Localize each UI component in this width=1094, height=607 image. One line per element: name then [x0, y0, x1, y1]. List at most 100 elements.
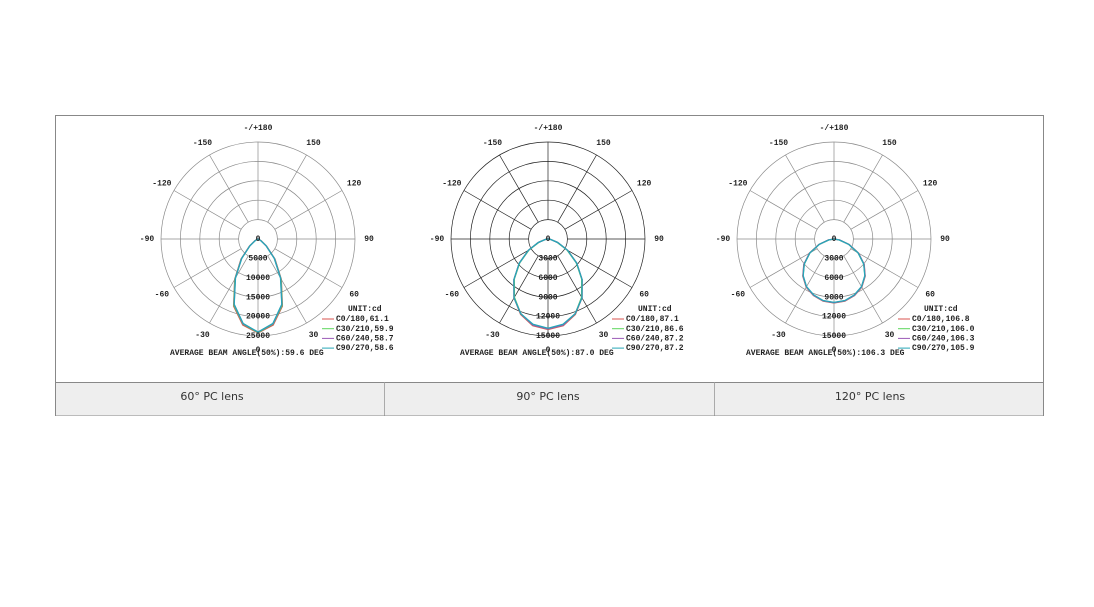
legend-label: C60/240,106.3 — [912, 335, 975, 344]
legend-label: C60/240,58.7 — [336, 335, 394, 344]
angle-label: 0 — [832, 346, 837, 355]
grid-spoke — [564, 248, 633, 288]
caption: 120° PC lens — [835, 390, 906, 403]
angle-label: -90 — [716, 235, 731, 244]
angle-label: -60 — [445, 291, 460, 300]
r-tick-label: 10000 — [246, 274, 270, 283]
angle-label: -150 — [769, 139, 788, 148]
grid-spoke — [785, 255, 825, 324]
grid-spoke — [499, 255, 539, 324]
r-tick-label: 6000 — [538, 274, 557, 283]
r-tick-label: 12000 — [536, 313, 560, 322]
angle-label: -150 — [193, 139, 212, 148]
angle-label: 60 — [349, 291, 359, 300]
angle-label: 90 — [654, 235, 664, 244]
legend-label: C30/210,106.0 — [912, 325, 975, 334]
intensity-curve — [802, 238, 835, 304]
r-tick-label: 25000 — [246, 332, 270, 341]
angle-label: -/+180 — [820, 124, 849, 133]
unit-label: UNIT:cd — [348, 305, 382, 314]
r-tick-label: 15000 — [246, 293, 270, 302]
angle-label: -120 — [442, 180, 461, 189]
angle-label: 150 — [882, 139, 897, 148]
r-tick-label: 20000 — [246, 313, 270, 322]
angle-label: 90 — [364, 235, 374, 244]
grid-spoke — [850, 190, 919, 230]
grid-spoke — [274, 248, 343, 288]
unit-label: UNIT:cd — [924, 305, 958, 314]
beam-angle: AVERAGE BEAM ANGLE(50%):106.3 DEG — [746, 349, 905, 358]
grid-spoke — [749, 248, 818, 288]
angle-label: 30 — [885, 331, 895, 340]
angle-label: -30 — [485, 331, 500, 340]
angle-label: 120 — [637, 180, 652, 189]
r-tick-label: 9000 — [538, 293, 557, 302]
grid-spoke — [267, 154, 307, 223]
grid-spoke — [173, 190, 242, 230]
intensity-curve — [513, 238, 549, 329]
caption: 90° PC lens — [516, 390, 580, 403]
r-tick-label: 9000 — [824, 293, 843, 302]
legend-label: C0/180,106.8 — [912, 315, 970, 324]
r-tick-label: 15000 — [822, 332, 846, 341]
legend-label: C90/270,58.6 — [336, 344, 394, 353]
angle-label: 150 — [306, 139, 321, 148]
intensity-curve — [257, 238, 283, 333]
legend-label: C30/210,59.9 — [336, 325, 394, 334]
intensity-curve — [547, 238, 583, 329]
angle-label: -30 — [771, 331, 786, 340]
angle-label: 90 — [940, 235, 950, 244]
r-tick-label: 15000 — [536, 332, 560, 341]
grid-spoke — [499, 154, 539, 223]
grid-spoke — [209, 255, 249, 324]
angle-label: -90 — [140, 235, 155, 244]
angle-label: -60 — [731, 291, 746, 300]
caption-row — [56, 382, 1043, 416]
r-tick-label: 6000 — [824, 274, 843, 283]
beam-angle: AVERAGE BEAM ANGLE(50%):59.6 DEG — [170, 349, 324, 358]
legend-label: C60/240,87.2 — [626, 335, 684, 344]
beam-angle: AVERAGE BEAM ANGLE(50%):87.0 DEG — [460, 349, 614, 358]
angle-label: -120 — [728, 180, 747, 189]
intensity-curve — [233, 238, 259, 333]
r-tick-label: 0 — [546, 235, 551, 244]
grid-spoke — [173, 248, 242, 288]
r-tick-label: 5000 — [248, 255, 267, 264]
grid-spoke — [557, 255, 597, 324]
grid-spoke — [785, 154, 825, 223]
angle-label: 150 — [596, 139, 611, 148]
unit-label: UNIT:cd — [638, 305, 672, 314]
angle-label: 30 — [599, 331, 609, 340]
r-tick-label: 0 — [256, 235, 261, 244]
grid-spoke — [463, 248, 532, 288]
legend-label: C90/270,105.9 — [912, 344, 975, 353]
angle-label: -120 — [152, 180, 171, 189]
r-tick-label: 3000 — [538, 255, 557, 264]
grid-spoke — [749, 190, 818, 230]
grid-spoke — [564, 190, 633, 230]
legend-label: C30/210,86.6 — [626, 325, 684, 334]
legend-label: C0/180,87.1 — [626, 315, 679, 324]
angle-label: -60 — [155, 291, 170, 300]
grid-spoke — [274, 190, 343, 230]
grid-spoke — [843, 154, 883, 223]
table-border — [55, 115, 1044, 416]
grid-spoke — [209, 154, 249, 223]
angle-label: 30 — [309, 331, 319, 340]
angle-label: 0 — [546, 346, 551, 355]
angle-label: -/+180 — [534, 124, 563, 133]
caption: 60° PC lens — [180, 390, 244, 403]
angle-label: -/+180 — [244, 124, 273, 133]
r-tick-label: 0 — [832, 235, 837, 244]
legend-label: C0/180,61.1 — [336, 315, 389, 324]
intensity-curve — [833, 238, 866, 304]
angle-label: 60 — [925, 291, 935, 300]
angle-label: -30 — [195, 331, 210, 340]
angle-label: 0 — [256, 346, 261, 355]
angle-label: -150 — [483, 139, 502, 148]
angle-label: 120 — [923, 180, 938, 189]
grid-spoke — [557, 154, 597, 223]
angle-label: -90 — [430, 235, 445, 244]
